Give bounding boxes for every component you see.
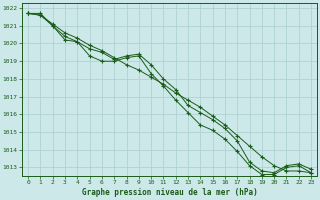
X-axis label: Graphe pression niveau de la mer (hPa): Graphe pression niveau de la mer (hPa) bbox=[82, 188, 258, 197]
